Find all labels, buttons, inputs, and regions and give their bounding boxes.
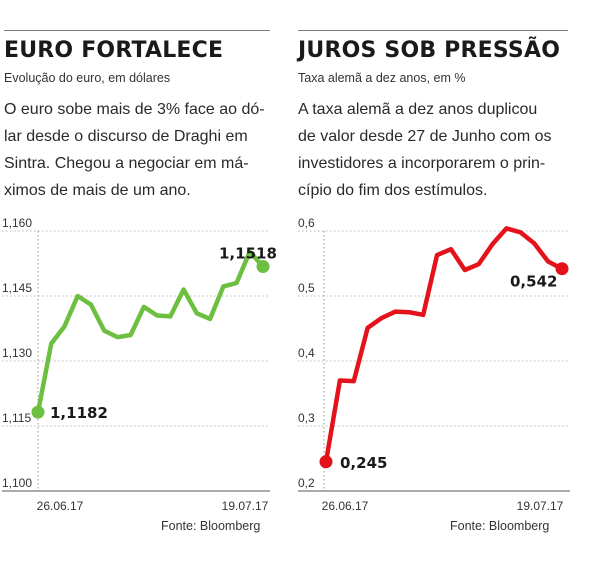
y-tick-label: 0,5 <box>298 281 315 295</box>
chart-source: Fonte: Bloomberg <box>161 519 261 533</box>
top-rule <box>4 30 270 31</box>
data-point <box>31 405 45 419</box>
chart-title: JUROS SOB PRESSÃO <box>298 38 561 63</box>
description-line: ximos de mais de um ano. <box>4 182 191 199</box>
y-tick-label: 1,160 <box>2 216 32 230</box>
description-line: O euro sobe mais de 3% face ao dó- <box>4 101 265 118</box>
chart-description: A taxa alemã a dez anos duplicou de valo… <box>298 96 552 204</box>
data-label: 0,245 <box>340 454 387 472</box>
chart-subtitle: Evolução do euro, em dólares <box>4 71 171 85</box>
top-rule <box>298 30 568 31</box>
data-label: 1,1182 <box>50 404 108 422</box>
x-tick-label: 26.06.17 <box>37 499 84 513</box>
y-tick-label: 0,6 <box>298 216 315 230</box>
series-line <box>323 226 565 464</box>
y-tick-label: 0,4 <box>298 346 315 360</box>
x-tick-label: 19.07.17 <box>222 499 269 513</box>
data-label: 0,542 <box>510 273 557 291</box>
description-line: Sintra. Chegou a negociar em má- <box>4 155 249 172</box>
y-tick-label: 1,100 <box>2 476 32 490</box>
chart-title: EURO FORTALECE <box>4 38 224 63</box>
data-point <box>256 260 270 274</box>
y-tick-label: 0,3 <box>298 411 315 425</box>
description-line: lar desde o discurso de Draghi em <box>4 128 248 145</box>
data-label: 1,1518 <box>219 245 277 263</box>
y-tick-label: 1,115 <box>2 411 31 425</box>
description-line: cípio do fim dos estímulos. <box>298 182 488 199</box>
series-line <box>35 249 266 415</box>
y-tick-label: 0,2 <box>298 476 315 490</box>
chart-source: Fonte: Bloomberg <box>450 519 550 533</box>
chart-description: O euro sobe mais de 3% face ao dó- lar d… <box>4 96 265 204</box>
y-tick-label: 1,145 <box>2 281 32 295</box>
x-tick-label: 19.07.17 <box>517 499 564 513</box>
chart-subtitle: Taxa alemã a dez anos, em % <box>298 71 466 85</box>
data-point <box>319 455 333 469</box>
description-line: de valor desde 27 de Junho com os <box>298 128 552 145</box>
description-line: investidores a incorporarem o prin- <box>298 155 546 172</box>
y-tick-label: 1,130 <box>2 346 32 360</box>
data-point <box>555 262 569 276</box>
x-tick-label: 26.06.17 <box>322 499 369 513</box>
description-line: A taxa alemã a dez anos duplicou <box>298 101 538 118</box>
